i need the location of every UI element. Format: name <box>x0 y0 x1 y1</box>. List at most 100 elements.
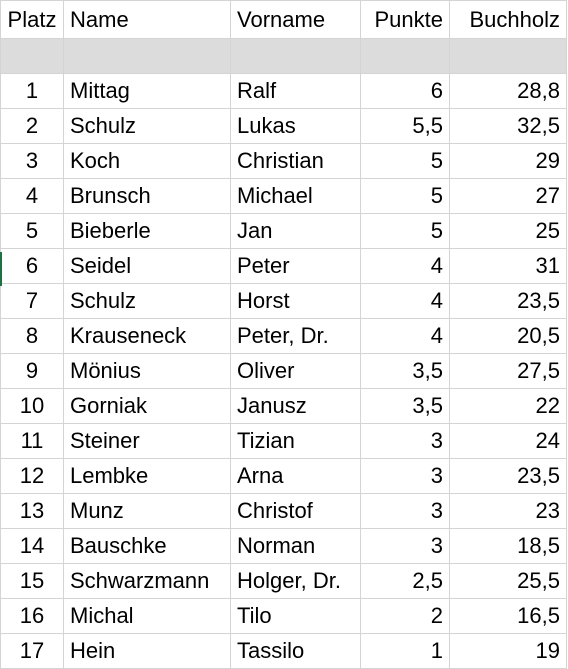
cell-name[interactable]: Michal <box>63 598 231 634</box>
cell-punkte[interactable]: 1 <box>360 633 450 669</box>
cell-name[interactable]: Lembke <box>63 458 231 494</box>
cell-punkte[interactable]: 2,5 <box>360 563 450 599</box>
cell-vorname[interactable]: Michael <box>230 178 361 214</box>
table-row: 10 Gorniak Janusz 3,5 22 <box>0 388 567 424</box>
cell-vorname[interactable]: Tizian <box>230 423 361 459</box>
empty-cell[interactable] <box>230 38 361 74</box>
cell-buchholz[interactable]: 31 <box>449 248 567 284</box>
cell-name[interactable]: Schwarzmann <box>63 563 231 599</box>
cell-buchholz[interactable]: 28,8 <box>449 73 567 109</box>
cell-vorname[interactable]: Ralf <box>230 73 361 109</box>
cell-name[interactable]: Bieberle <box>63 213 231 249</box>
cell-buchholz[interactable]: 22 <box>449 388 567 424</box>
header-platz[interactable]: Platz <box>0 0 64 39</box>
cell-name[interactable]: Seidel <box>63 248 231 284</box>
empty-cell[interactable] <box>360 38 450 74</box>
cell-platz[interactable]: 12 <box>0 458 64 494</box>
cell-buchholz[interactable]: 32,5 <box>449 108 567 144</box>
cell-name[interactable]: Gorniak <box>63 388 231 424</box>
cell-punkte[interactable]: 5 <box>360 143 450 179</box>
cell-vorname[interactable]: Arna <box>230 458 361 494</box>
cell-name[interactable]: Bauschke <box>63 528 231 564</box>
empty-shaded-row <box>0 38 567 74</box>
header-name[interactable]: Name <box>63 0 231 39</box>
cell-buchholz[interactable]: 23,5 <box>449 458 567 494</box>
cell-name[interactable]: Munz <box>63 493 231 529</box>
cell-vorname[interactable]: Oliver <box>230 353 361 389</box>
cell-buchholz[interactable]: 23 <box>449 493 567 529</box>
cell-buchholz[interactable]: 18,5 <box>449 528 567 564</box>
cell-buchholz[interactable]: 24 <box>449 423 567 459</box>
cell-platz[interactable]: 17 <box>0 633 64 669</box>
empty-cell[interactable] <box>63 38 231 74</box>
cell-buchholz[interactable]: 27 <box>449 178 567 214</box>
cell-platz[interactable]: 2 <box>0 108 64 144</box>
cell-buchholz[interactable]: 16,5 <box>449 598 567 634</box>
cell-vorname[interactable]: Horst <box>230 283 361 319</box>
cell-platz[interactable]: 7 <box>0 283 64 319</box>
cell-vorname[interactable]: Peter <box>230 248 361 284</box>
cell-vorname[interactable]: Tilo <box>230 598 361 634</box>
cell-vorname[interactable]: Tassilo <box>230 633 361 669</box>
cell-buchholz[interactable]: 25,5 <box>449 563 567 599</box>
header-vorname[interactable]: Vorname <box>230 0 361 39</box>
cell-punkte[interactable]: 3 <box>360 493 450 529</box>
cell-buchholz[interactable]: 20,5 <box>449 318 567 354</box>
cell-vorname[interactable]: Christian <box>230 143 361 179</box>
cell-punkte[interactable]: 5,5 <box>360 108 450 144</box>
cell-platz[interactable]: 11 <box>0 423 64 459</box>
cell-platz[interactable]: 9 <box>0 353 64 389</box>
cell-platz[interactable]: 4 <box>0 178 64 214</box>
cell-punkte[interactable]: 4 <box>360 283 450 319</box>
cell-buchholz[interactable]: 29 <box>449 143 567 179</box>
cell-punkte[interactable]: 3 <box>360 528 450 564</box>
cell-platz[interactable]: 16 <box>0 598 64 634</box>
cell-platz[interactable]: 14 <box>0 528 64 564</box>
header-punkte[interactable]: Punkte <box>360 0 450 39</box>
cell-platz[interactable]: 6 <box>0 248 64 284</box>
empty-cell[interactable] <box>449 38 567 74</box>
cell-buchholz[interactable]: 27,5 <box>449 353 567 389</box>
cell-punkte[interactable]: 3,5 <box>360 353 450 389</box>
cell-punkte[interactable]: 5 <box>360 178 450 214</box>
cell-name[interactable]: Mittag <box>63 73 231 109</box>
cell-name[interactable]: Hein <box>63 633 231 669</box>
cell-name[interactable]: Brunsch <box>63 178 231 214</box>
cell-punkte[interactable]: 2 <box>360 598 450 634</box>
cell-name[interactable]: Koch <box>63 143 231 179</box>
cell-vorname[interactable]: Peter, Dr. <box>230 318 361 354</box>
cell-punkte[interactable]: 6 <box>360 73 450 109</box>
cell-platz[interactable]: 13 <box>0 493 64 529</box>
cell-punkte[interactable]: 3 <box>360 423 450 459</box>
cell-punkte[interactable]: 3,5 <box>360 388 450 424</box>
cell-vorname[interactable]: Jan <box>230 213 361 249</box>
cell-platz[interactable]: 5 <box>0 213 64 249</box>
cell-name[interactable]: Mönius <box>63 353 231 389</box>
cell-vorname[interactable]: Lukas <box>230 108 361 144</box>
cell-vorname[interactable]: Norman <box>230 528 361 564</box>
cell-name[interactable]: Krauseneck <box>63 318 231 354</box>
cell-punkte[interactable]: 3 <box>360 458 450 494</box>
cell-platz[interactable]: 8 <box>0 318 64 354</box>
cell-name[interactable]: Steiner <box>63 423 231 459</box>
cell-platz[interactable]: 3 <box>0 143 64 179</box>
cell-vorname[interactable]: Janusz <box>230 388 361 424</box>
cell-buchholz[interactable]: 23,5 <box>449 283 567 319</box>
table-row: 7 Schulz Horst 4 23,5 <box>0 283 567 319</box>
cell-punkte[interactable]: 4 <box>360 248 450 284</box>
cell-vorname[interactable]: Holger, Dr. <box>230 563 361 599</box>
cell-name[interactable]: Schulz <box>63 108 231 144</box>
header-buchholz[interactable]: Buchholz <box>449 0 567 39</box>
cell-platz[interactable]: 15 <box>0 563 64 599</box>
cell-buchholz[interactable]: 19 <box>449 633 567 669</box>
empty-cell[interactable] <box>0 38 64 74</box>
cell-name[interactable]: Schulz <box>63 283 231 319</box>
selection-indicator <box>0 252 2 286</box>
table-row: 5 Bieberle Jan 5 25 <box>0 213 567 249</box>
cell-vorname[interactable]: Christof <box>230 493 361 529</box>
cell-platz[interactable]: 1 <box>0 73 64 109</box>
cell-punkte[interactable]: 4 <box>360 318 450 354</box>
cell-punkte[interactable]: 5 <box>360 213 450 249</box>
cell-buchholz[interactable]: 25 <box>449 213 567 249</box>
cell-platz[interactable]: 10 <box>0 388 64 424</box>
